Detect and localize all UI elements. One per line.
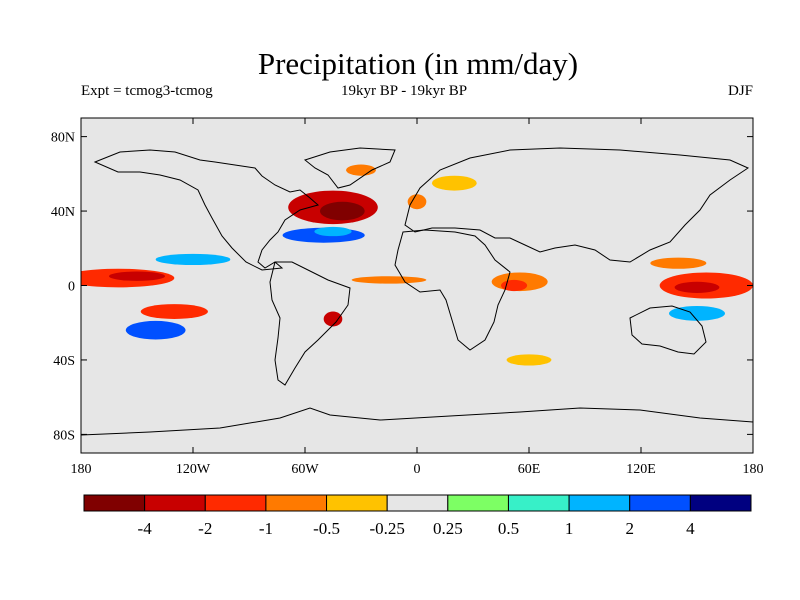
colorbar-swatch: [326, 494, 388, 512]
anomaly-region: [351, 276, 427, 284]
x-tick-label: 120E: [626, 462, 656, 477]
axes: 180 120W 60W 0 60E 120E 180 80N 40N 0 40S 80S: [51, 118, 764, 477]
x-tick-label: 60W: [291, 462, 319, 477]
colorbar-swatch: [144, 494, 206, 512]
colorbar-swatch: [204, 494, 267, 512]
chart-title: Precipitation (in mm/day): [257, 46, 579, 81]
map-background: [81, 118, 753, 453]
coastline-eurasia: [404, 147, 750, 263]
anomaly-region: [650, 257, 707, 269]
colorbar-label: 1: [565, 519, 574, 538]
y-tick-label: 40S: [53, 354, 75, 369]
colorbar-label: 0.25: [433, 519, 463, 538]
x-tick-label: 180: [71, 462, 92, 477]
anomaly-field: [81, 164, 753, 366]
period-label: 19kyr BP - 19kyr BP: [341, 83, 468, 99]
colorbar-swatch: [629, 494, 691, 512]
colorbar: -4 -2 -1 -0.5 -0.25 0.25 0.5 1 2 4: [83, 494, 752, 538]
x-tick-label: 0: [414, 462, 421, 477]
coastline-north-america: [93, 149, 320, 271]
y-tick-label: 80N: [51, 131, 75, 146]
coastline-greenland: [303, 147, 396, 189]
coastline-south-america: [269, 261, 351, 386]
y-tick-label: 40N: [51, 205, 75, 220]
coastlines: [81, 147, 753, 436]
colorbar-swatch: [507, 494, 570, 512]
x-tick-label: 120W: [176, 462, 211, 477]
map-area: [80, 117, 754, 454]
colorbar-swatch: [568, 494, 631, 512]
colorbar-label: -1: [259, 519, 273, 538]
colorbar-swatch: [83, 494, 146, 512]
season-label: DJF: [727, 83, 753, 99]
coastline-africa: [394, 229, 511, 351]
colorbar-label: 4: [686, 519, 695, 538]
anomaly-region: [155, 253, 231, 266]
anomaly-region: [125, 320, 186, 340]
anomaly-region: [323, 311, 343, 327]
anomaly-region: [506, 354, 552, 366]
colorbar-swatch: [386, 494, 449, 512]
anomaly-region: [314, 226, 352, 237]
coastline-australia: [629, 305, 707, 355]
anomaly-region: [407, 194, 427, 210]
x-tick-label: 180: [743, 462, 764, 477]
coastline-antarctica: [81, 407, 753, 436]
colorbar-label: -4: [138, 519, 153, 538]
experiment-label: Expt = tcmog3-tcmog: [81, 83, 213, 99]
colorbar-swatch: [265, 494, 328, 512]
y-tick-label: 0: [68, 280, 75, 295]
y-tick-label: 80S: [53, 428, 75, 443]
anomaly-region: [140, 304, 208, 319]
anomaly-region: [109, 271, 165, 281]
anomaly-region: [431, 175, 477, 191]
colorbar-label: 2: [625, 519, 634, 538]
colorbar-label: -0.5: [313, 519, 340, 538]
anomaly-region: [319, 201, 365, 221]
colorbar-swatch: [689, 494, 752, 512]
x-tick-label: 60E: [518, 462, 541, 477]
colorbar-label: -0.25: [369, 519, 404, 538]
colorbar-swatch: [447, 494, 509, 512]
colorbar-label: -2: [198, 519, 212, 538]
colorbar-label: 0.5: [498, 519, 519, 538]
anomaly-region: [674, 281, 720, 293]
